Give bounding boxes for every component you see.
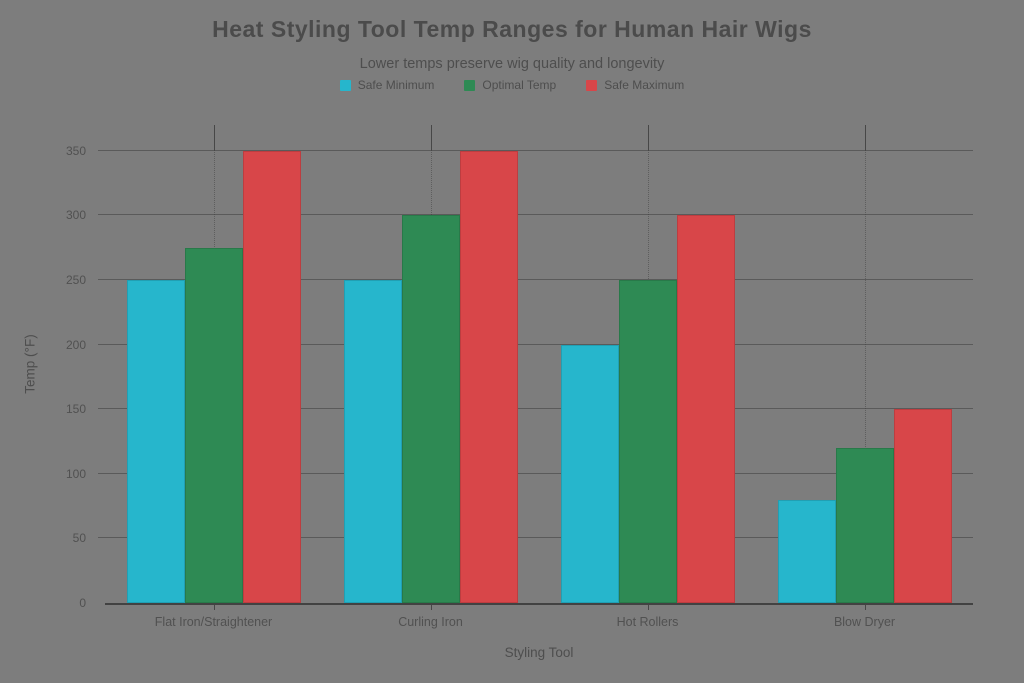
x-tick-label: Blow Dryer	[833, 615, 896, 629]
x-tick-label: Curling Iron	[398, 615, 463, 629]
bar-safe-minimum	[126, 280, 185, 603]
y-tick-label: 350	[65, 143, 86, 158]
bar-safe-maximum	[242, 150, 301, 603]
bar-safe-minimum	[560, 344, 619, 603]
y-tick-label: 50	[72, 531, 86, 546]
bar-safe-maximum	[459, 150, 518, 603]
x-top-tick	[430, 125, 432, 151]
bar-optimal-temp	[618, 280, 677, 603]
x-top-tick	[647, 125, 649, 151]
bar-optimal-temp	[401, 215, 460, 603]
y-gridline: 50	[73, 531, 973, 545]
legend-item-optimal-temp: Optimal Temp	[464, 78, 556, 92]
legend-label: Optimal Temp	[482, 78, 557, 92]
legend-swatch-icon	[464, 79, 476, 91]
x-tick-label: Flat Iron/Straightener	[154, 615, 273, 629]
x-bottom-tick	[864, 605, 866, 610]
chart-subtitle: Lower temps preserve wig quality and lon…	[359, 56, 665, 72]
y-gridline: 300	[66, 208, 973, 222]
x-gridline	[864, 125, 866, 603]
bar-safe-minimum	[343, 280, 402, 603]
legend-item-safe-maximum: Safe Maximum	[586, 78, 684, 92]
y-tick-label: 300	[65, 208, 86, 223]
x-top-tick	[213, 125, 215, 151]
bar-optimal-temp	[184, 247, 243, 603]
y-gridline: 100	[66, 467, 973, 481]
y-tick-label: 250	[65, 273, 86, 288]
y-gridline: 250	[66, 273, 973, 287]
x-axis-title: Styling Tool	[504, 645, 574, 660]
y-gridline: 200	[66, 338, 973, 352]
y-tick-label: 150	[65, 402, 86, 417]
x-tick-label: Hot Rollers	[616, 615, 679, 629]
legend-swatch-icon	[339, 79, 351, 91]
y-tick-label: 200	[65, 337, 86, 352]
x-bottom-tick	[213, 605, 215, 610]
legend-label: Safe Minimum	[357, 78, 435, 92]
chart-legend: Safe Minimum Optimal Temp Safe Maximum	[0, 78, 1024, 92]
bar-safe-maximum	[676, 215, 735, 603]
plot-area: 0 50 100 150 200 250 300 350 Flat Iron/Straighte…	[66, 125, 973, 629]
bar-optimal-temp	[835, 447, 894, 603]
y-gridline: 150	[66, 402, 973, 416]
legend-item-safe-minimum: Safe Minimum	[339, 78, 435, 92]
x-bottom-tick	[430, 605, 432, 610]
y-tick-label: 0	[79, 596, 86, 610]
y-tick-label: 100	[65, 466, 86, 481]
legend-label: Safe Maximum	[604, 78, 685, 92]
legend-swatch-icon	[586, 79, 598, 91]
y-axis-title: Temp (°F)	[22, 334, 38, 394]
bar-safe-maximum	[893, 409, 952, 603]
bar-safe-minimum	[777, 499, 836, 603]
x-bottom-tick	[647, 605, 649, 610]
x-top-tick	[864, 125, 866, 151]
y-gridline: 350	[66, 144, 973, 158]
chart-title: Heat Styling Tool Temp Ranges for Human …	[212, 16, 812, 42]
